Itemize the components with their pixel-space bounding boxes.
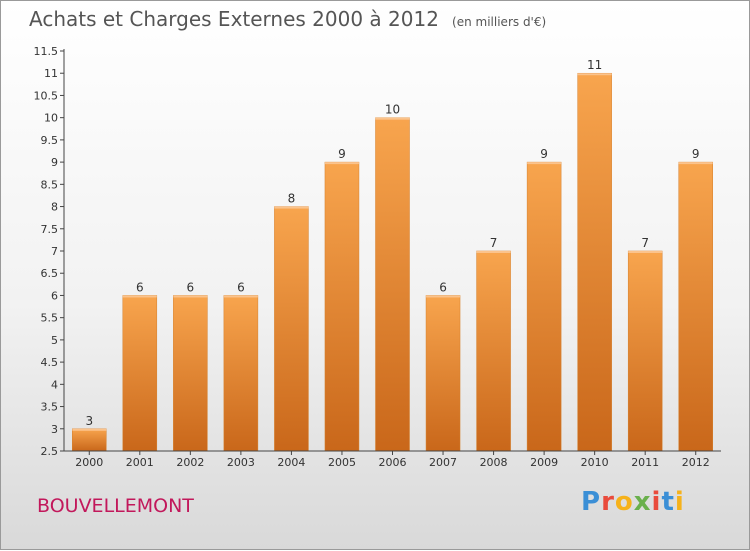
x-tick-label: 2009 (530, 456, 558, 469)
commune-name: BOUVELLEMONT (37, 495, 194, 517)
bar-value-label: 10 (385, 103, 400, 117)
chart-header: Achats et Charges Externes 2000 à 2012 (… (29, 7, 546, 31)
x-tick-label: 2003 (227, 456, 255, 469)
bar (324, 161, 360, 452)
bar-value-label: 6 (439, 280, 447, 294)
y-tick-label: 3.5 (41, 401, 59, 414)
bar-value-label: 9 (338, 147, 346, 161)
logo-letter: P (581, 487, 602, 517)
bar (122, 295, 158, 452)
y-tick-label: 4 (51, 378, 58, 391)
bar-highlight (72, 428, 107, 431)
bar-value-label: 6 (187, 280, 195, 294)
logo-letter: i (651, 487, 662, 517)
y-tick-label: 3 (51, 423, 58, 436)
y-tick-label: 10 (44, 112, 58, 125)
bar (526, 161, 562, 452)
y-tick-label: 8 (51, 201, 58, 214)
bar (72, 428, 107, 452)
y-tick-label: 7 (51, 245, 58, 258)
x-tick-label: 2010 (581, 456, 609, 469)
bar-highlight (223, 295, 258, 298)
y-tick-label: 2.5 (41, 445, 59, 458)
y-tick-label: 5.5 (41, 312, 59, 325)
bar-highlight (324, 162, 359, 165)
bar-value-label: 3 (85, 414, 93, 428)
x-tick-label: 2005 (328, 456, 356, 469)
bar-highlight (426, 295, 461, 298)
x-tick-label: 2002 (176, 456, 204, 469)
logo-letter: i (674, 487, 685, 517)
bar-highlight (274, 206, 309, 209)
bar (274, 206, 309, 452)
bar-highlight (678, 162, 713, 165)
y-tick-label: 11 (44, 67, 58, 80)
chart-unit: (en milliers d'€) (452, 15, 547, 29)
chart-title: Achats et Charges Externes 2000 à 2012 (29, 7, 439, 31)
bar-value-label: 7 (490, 236, 498, 250)
bar (577, 72, 612, 452)
bar-highlight (476, 251, 511, 253)
x-tick-label: 2006 (379, 456, 407, 469)
proxiti-logo: Proxiti (581, 487, 685, 517)
bar-highlight (173, 295, 208, 298)
logo-letter: o (614, 487, 634, 517)
logo-letter: r (601, 487, 615, 517)
y-tick-label: 6 (51, 289, 58, 302)
y-tick-label: 7.5 (41, 223, 59, 236)
bar-value-label: 11 (587, 58, 602, 72)
bar-value-label: 9 (540, 147, 548, 161)
bar-highlight (527, 162, 562, 165)
logo-letter: t (661, 487, 675, 517)
bar (678, 161, 713, 452)
bar (223, 295, 259, 452)
bar (375, 117, 410, 452)
bar-value-label: 6 (136, 280, 144, 294)
y-tick-label: 9 (51, 156, 58, 169)
y-tick-label: 4.5 (41, 356, 59, 369)
bar-value-label: 8 (288, 192, 296, 206)
x-tick-label: 2012 (682, 456, 710, 469)
bar-value-label: 9 (692, 147, 700, 161)
bar (173, 295, 208, 452)
bar-value-label: 6 (237, 280, 245, 294)
bar-highlight (577, 73, 612, 76)
x-tick-label: 2004 (277, 456, 305, 469)
y-tick-label: 8.5 (41, 178, 59, 191)
x-tick-label: 2007 (429, 456, 457, 469)
y-tick-label: 10.5 (34, 89, 59, 102)
bar (425, 295, 461, 452)
bar-value-label: 7 (641, 236, 649, 250)
y-tick-label: 6.5 (41, 267, 59, 280)
bar (476, 250, 511, 452)
bar-highlight (628, 251, 663, 253)
bar-highlight (122, 295, 157, 298)
x-tick-label: 2008 (480, 456, 508, 469)
y-tick-label: 9.5 (41, 134, 59, 147)
bar (627, 250, 663, 452)
x-tick-label: 2011 (631, 456, 659, 469)
x-tick-label: 2000 (75, 456, 103, 469)
bar-highlight (375, 117, 410, 120)
y-tick-label: 5 (51, 334, 58, 347)
x-tick-label: 2001 (126, 456, 154, 469)
logo-letter: x (633, 487, 652, 517)
y-tick-label: 11.5 (34, 45, 59, 58)
